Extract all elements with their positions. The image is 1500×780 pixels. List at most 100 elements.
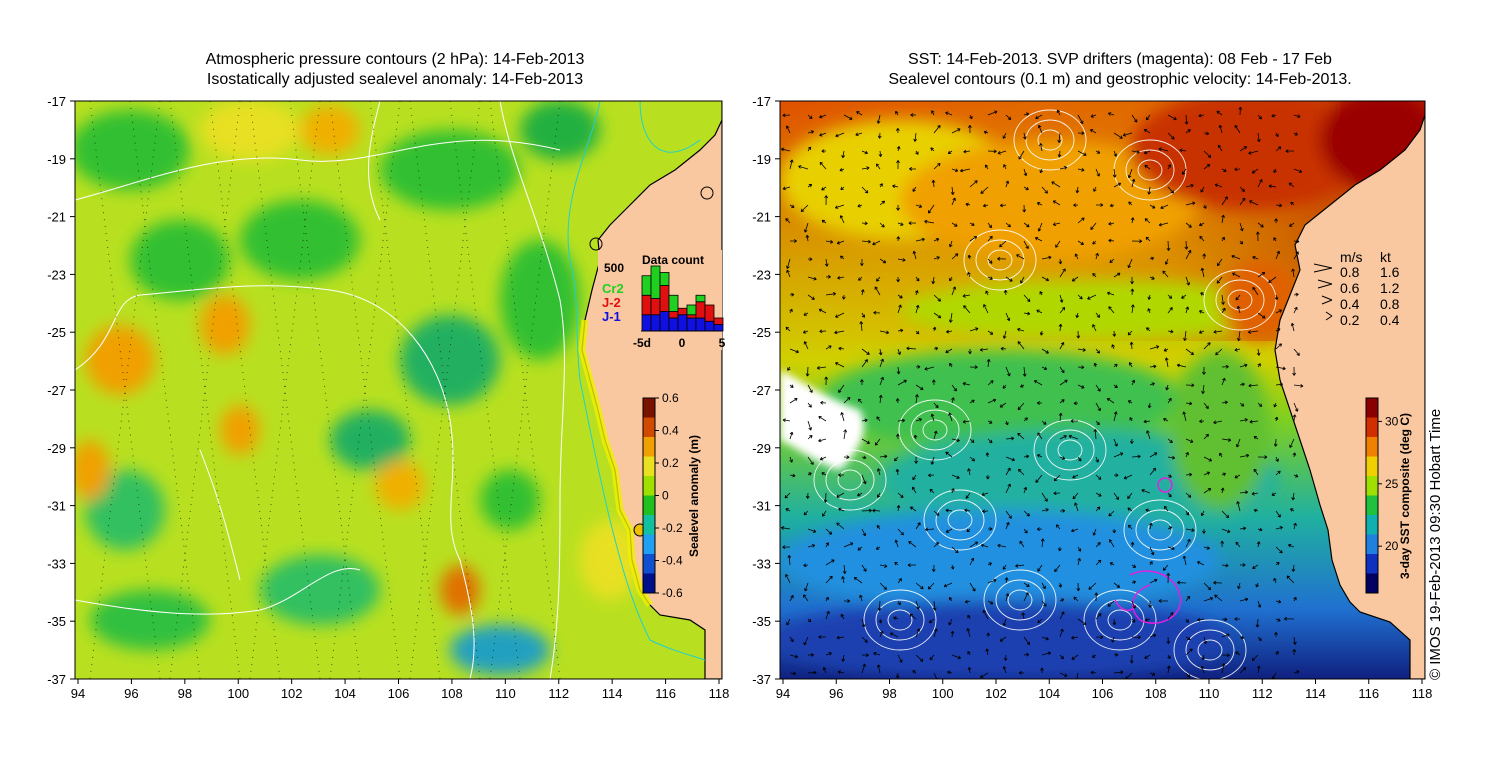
velocity-arrow [1200,292,1205,296]
colorbar-swatch [643,398,655,418]
velocity-arrow [841,150,846,159]
velocity-arrow [819,114,827,119]
inset-bar-j1 [677,314,688,332]
velocity-arrow [825,274,831,279]
velocity-arrow [1293,168,1303,174]
velocity-arrow [838,473,845,477]
right-panel-title: SST: 14-Feb-2013. SVP drifters (magenta)… [800,50,1440,90]
velocity-arrow [782,186,791,191]
sealevel-contour [963,229,1037,291]
velocity-arrow [1077,618,1087,625]
left-map-field [75,101,722,679]
velocity-arrow [1149,522,1153,530]
velocity-arrow [1275,456,1279,462]
velocity-arrow [1221,400,1228,405]
velocity-arrow [861,166,870,171]
velocity-arrow [1213,330,1223,334]
velocity-arrow [1185,438,1194,443]
velocity-arrow [1289,438,1295,448]
velocity-arrow [1059,306,1066,314]
velocity-arrow [969,438,975,443]
velocity-arrow [861,239,871,244]
velocity-arrow [780,147,791,152]
x-tick-label: 98 [178,686,192,701]
velocity-arrow [1251,654,1259,661]
velocity-arrow [1113,473,1119,478]
velocity-arrow [807,130,815,134]
velocity-arrow [1113,652,1119,657]
sealevel-contour [1185,629,1235,671]
x-tick-label: 106 [1092,686,1114,701]
velocity-arrow [879,582,887,590]
velocity-arrow [1167,294,1173,299]
velocity-arrow [1166,572,1171,584]
velocity-arrow [1285,149,1295,153]
velocity-arrow [969,582,976,592]
velocity-arrow [1057,132,1062,143]
velocity-arrow [821,149,827,153]
velocity-arrow [1092,528,1097,536]
velocity-arrow [843,114,853,120]
velocity-arrow [946,329,953,334]
velocity-arrow [895,398,900,404]
inset-bar-j1 [713,324,724,332]
velocity-arrow [1074,502,1079,512]
velocity-arrow [1020,276,1025,284]
velocity-arrow [1160,204,1169,210]
velocity-arrow [1052,200,1061,206]
imos-credit-text: © IMOS 19-Feb-2013 09:30 Hobart Time [1427,408,1444,680]
y-tick-label: -35 [47,614,66,629]
velocity-arrow [1257,363,1261,368]
velocity-arrow [1291,268,1295,278]
velocity-arrow [803,341,809,350]
velocity-arrow [805,492,810,499]
velocity-arrow [1075,312,1080,319]
sst-colorbar-label: 3-day SST composite (deg C) [1398,413,1412,579]
velocity-arrow [987,258,993,264]
velocity-arrow [1059,654,1064,660]
velocity-arrow [1127,507,1133,512]
colorbar-swatch [1366,573,1378,594]
velocity-arrow [1040,538,1045,548]
velocity-arrow [1167,186,1174,194]
velocity-arrow [1017,402,1025,411]
velocity-arrow [950,564,955,570]
velocity-arrow [1113,411,1118,422]
velocity-arrow [807,435,813,440]
velocity-arrow [947,150,953,155]
velocity-arrow [1185,595,1191,602]
velocity-arrow [951,286,957,296]
velocity-arrow [835,312,845,318]
velocity-arrow [1239,418,1248,422]
velocity-arrow [1167,132,1175,140]
x-tick-label: 100 [932,686,954,701]
x-tick-label: 94 [71,686,85,701]
velocity-arrow [855,132,863,137]
velocity-arrow [1185,492,1192,498]
velocity-arrow [1146,430,1151,440]
velocity-arrow [1253,508,1259,513]
velocity-arrow [1221,653,1230,658]
velocity-arrow [1059,435,1067,440]
velocity-arrow [943,582,953,588]
velocity-arrow [969,365,978,370]
velocity-arrow [931,564,936,572]
velocity-arrow [1237,582,1241,590]
velocity-arrow [785,218,791,224]
sealevel-contour [1137,159,1163,181]
velocity-arrow [930,456,935,465]
inset-bar-j2 [641,294,652,316]
velocity-arrow [915,582,924,590]
velocity-arrow [1077,365,1085,370]
velocity-arrow [1273,438,1278,447]
velocity-arrow [1275,382,1283,387]
velocity-arrow [1257,271,1266,278]
velocity-arrow [1023,417,1028,422]
x-tick-label: 108 [441,686,463,701]
velocity-arrow [1129,438,1134,444]
y-tick-label: -35 [752,614,771,629]
velocity-arrow [1076,330,1081,339]
velocity-arrow [1235,651,1241,656]
velocity-arrow [1005,436,1015,441]
velocity-arrow [986,359,991,368]
